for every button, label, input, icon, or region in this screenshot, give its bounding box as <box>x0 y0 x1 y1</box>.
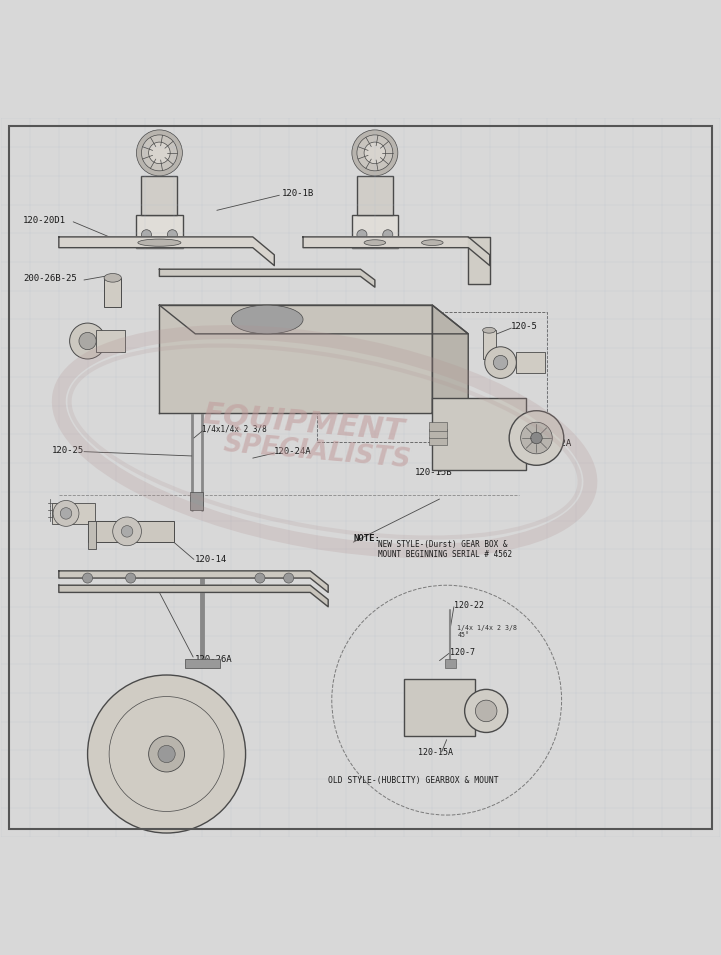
Circle shape <box>485 347 516 378</box>
Text: 120-24A: 120-24A <box>274 447 312 456</box>
Circle shape <box>364 142 386 163</box>
Ellipse shape <box>231 306 303 334</box>
Circle shape <box>141 135 177 171</box>
Circle shape <box>357 135 393 171</box>
Circle shape <box>70 323 105 359</box>
Circle shape <box>158 746 175 763</box>
Bar <box>190 492 203 510</box>
Polygon shape <box>468 237 490 284</box>
Text: 120-22: 120-22 <box>454 601 484 610</box>
FancyBboxPatch shape <box>404 679 475 736</box>
Text: 120-5: 120-5 <box>511 322 538 331</box>
Circle shape <box>255 573 265 584</box>
Ellipse shape <box>422 240 443 245</box>
Polygon shape <box>59 571 328 592</box>
Circle shape <box>121 525 133 537</box>
Text: 120-7: 120-7 <box>451 647 475 656</box>
Circle shape <box>509 411 564 465</box>
Ellipse shape <box>482 328 495 333</box>
Ellipse shape <box>138 239 181 246</box>
Text: 120-20D1: 120-20D1 <box>23 216 66 224</box>
Bar <box>104 278 121 307</box>
Circle shape <box>87 675 246 833</box>
Text: EQUIPMENT: EQUIPMENT <box>200 400 405 447</box>
Text: 200-26B-25: 200-26B-25 <box>23 274 76 283</box>
Circle shape <box>167 230 177 240</box>
Circle shape <box>383 230 393 240</box>
Bar <box>482 330 495 359</box>
Circle shape <box>521 422 552 454</box>
Circle shape <box>149 142 170 163</box>
Bar <box>96 330 125 351</box>
Text: 120-26A: 120-26A <box>195 655 233 664</box>
Bar <box>52 502 94 524</box>
Bar <box>141 176 177 215</box>
Circle shape <box>53 500 79 526</box>
Circle shape <box>79 332 96 350</box>
Polygon shape <box>59 237 274 265</box>
Text: 1/4x1/4x 2 3/8: 1/4x1/4x 2 3/8 <box>203 425 267 434</box>
Bar <box>87 520 174 542</box>
Text: 120-2A: 120-2A <box>540 439 572 448</box>
Ellipse shape <box>104 273 121 282</box>
Polygon shape <box>433 306 468 441</box>
Circle shape <box>61 508 72 520</box>
Circle shape <box>531 433 542 444</box>
Circle shape <box>112 517 141 545</box>
Circle shape <box>125 573 136 584</box>
Text: 120-14: 120-14 <box>195 555 228 563</box>
Circle shape <box>493 355 508 370</box>
Polygon shape <box>159 306 468 334</box>
Circle shape <box>475 700 497 722</box>
Bar <box>357 176 393 215</box>
Circle shape <box>283 573 293 584</box>
Polygon shape <box>159 269 375 287</box>
Bar <box>87 520 96 549</box>
Polygon shape <box>159 306 433 413</box>
Text: 120-26-04: 120-26-04 <box>145 778 190 787</box>
Text: 120-21: 120-21 <box>382 320 415 329</box>
Bar <box>185 659 221 668</box>
FancyBboxPatch shape <box>136 215 182 247</box>
Bar <box>429 436 447 445</box>
Bar <box>317 312 547 441</box>
Circle shape <box>464 690 508 732</box>
FancyBboxPatch shape <box>352 215 398 247</box>
Circle shape <box>136 130 182 176</box>
Text: 120-15A: 120-15A <box>418 748 453 757</box>
Text: NEW STYLE-(Durst) GEAR BOX &
MOUNT BEGINNING SERIAL # 4562: NEW STYLE-(Durst) GEAR BOX & MOUNT BEGIN… <box>378 540 512 560</box>
Circle shape <box>82 573 92 584</box>
Bar <box>429 422 447 431</box>
Bar <box>429 430 447 438</box>
Circle shape <box>149 736 185 772</box>
Text: 120-15B: 120-15B <box>415 468 452 477</box>
Bar <box>445 659 456 668</box>
Circle shape <box>141 230 151 240</box>
Circle shape <box>352 130 398 176</box>
Text: 120-1B: 120-1B <box>281 189 314 199</box>
Text: 120-26-05: 120-26-05 <box>145 789 190 798</box>
Text: 1/4x 1/4x 2 3/8
45°: 1/4x 1/4x 2 3/8 45° <box>457 625 518 638</box>
Text: NOTE:: NOTE: <box>353 534 380 543</box>
Bar <box>516 351 545 373</box>
Polygon shape <box>59 585 328 606</box>
Text: 120-25: 120-25 <box>52 446 84 456</box>
FancyBboxPatch shape <box>433 398 526 470</box>
Text: 120-3: 120-3 <box>368 330 394 340</box>
Text: SPECIALISTS: SPECIALISTS <box>222 432 412 474</box>
Circle shape <box>357 230 367 240</box>
Text: 120-26: 120-26 <box>181 712 213 721</box>
Polygon shape <box>303 237 490 265</box>
Ellipse shape <box>364 240 386 245</box>
Text: OLD STYLE-(HUBCITY) GEARBOX & MOUNT: OLD STYLE-(HUBCITY) GEARBOX & MOUNT <box>328 776 499 785</box>
